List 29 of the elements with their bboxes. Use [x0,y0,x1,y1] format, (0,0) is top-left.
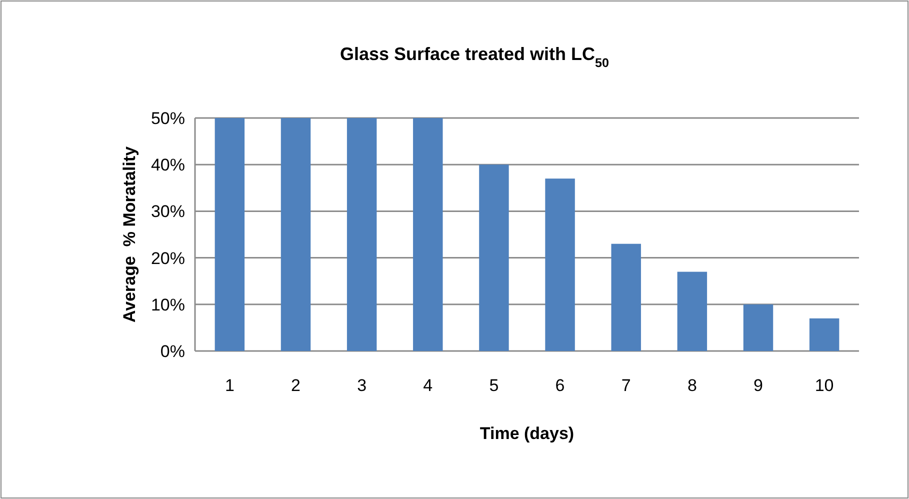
bar [346,118,377,351]
bar [280,118,311,351]
y-tick-label: 0% [160,342,185,361]
y-axis-title: Average % Moratality [120,146,139,323]
bar [545,178,575,351]
x-tick-label: 9 [754,376,763,395]
x-tick-label: 5 [489,376,499,395]
bar [413,118,443,351]
bar [743,304,774,351]
x-tick-label: 6 [555,376,565,395]
chart-title: Glass Surface treated with LC$_{50}$ [340,44,610,70]
x-tick-label: 4 [423,376,433,395]
y-tick-label: 40% [150,156,185,175]
x-tick-label: 3 [357,376,367,395]
bar [479,164,509,351]
bar [677,272,708,351]
x-axis-title: Time (days) [480,424,574,443]
x-tick-label: 10 [814,376,834,395]
x-tick-label: 1 [224,376,234,395]
y-tick-label: 20% [150,248,185,268]
x-tick-label: 7 [621,376,631,395]
bar [214,118,245,351]
y-tick-label: 30% [150,202,185,222]
x-tick-label: 2 [291,376,300,395]
y-tick-label: 50% [150,108,185,128]
bar [611,244,641,351]
bar [809,318,840,351]
x-tick-label: 8 [687,376,697,395]
y-tick-label: 10% [150,295,185,314]
